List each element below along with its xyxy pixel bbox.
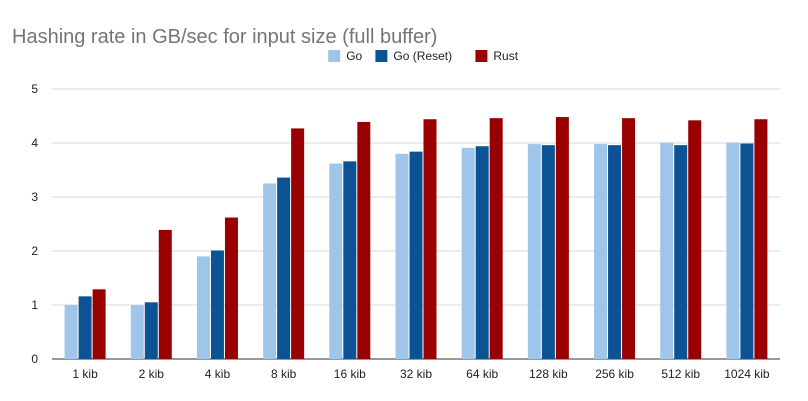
x-tick-label: 1 kib — [72, 367, 98, 381]
x-tick-label: 128 kib — [529, 367, 568, 381]
bar — [78, 296, 92, 359]
y-tick-label: 0 — [31, 352, 38, 366]
bar — [395, 153, 409, 359]
bar — [64, 305, 78, 359]
x-tick-label: 32 kib — [400, 367, 432, 381]
x-tick-label: 256 kib — [595, 367, 634, 381]
chart-title: Hashing rate in GB/sec for input size (f… — [12, 26, 438, 48]
bar — [409, 151, 423, 359]
bar — [594, 144, 608, 359]
x-tick-label: 8 kib — [271, 367, 297, 381]
bar — [130, 305, 144, 359]
bar — [541, 145, 555, 359]
bar — [688, 120, 702, 359]
bar — [622, 118, 636, 359]
bar — [210, 250, 224, 359]
bar — [740, 143, 754, 359]
bar — [224, 217, 238, 359]
x-tick-label: 16 kib — [334, 367, 366, 381]
y-tick-label: 1 — [31, 298, 38, 312]
x-tick-label: 4 kib — [205, 367, 231, 381]
bar — [158, 229, 172, 359]
bar — [674, 145, 688, 359]
bar — [277, 177, 291, 359]
bar — [489, 118, 503, 359]
bar — [263, 183, 277, 359]
x-tick-label: 512 kib — [661, 367, 700, 381]
legend-label: Go — [346, 49, 362, 63]
legend-swatch — [328, 50, 341, 62]
bar — [461, 147, 475, 359]
bar — [423, 119, 437, 360]
legend-label: Go (Reset) — [393, 49, 452, 63]
y-tick-label: 4 — [31, 136, 38, 150]
bar — [144, 302, 158, 359]
legend-label: Rust — [493, 49, 518, 63]
bar — [291, 128, 305, 359]
bar — [527, 144, 541, 359]
y-tick-label: 2 — [31, 244, 38, 258]
bar — [343, 161, 357, 359]
x-tick-label: 64 kib — [466, 367, 498, 381]
x-tick-label: 1024 kib — [724, 367, 770, 381]
bar — [475, 146, 489, 359]
bar — [754, 119, 768, 360]
bar — [92, 289, 106, 359]
y-tick-label: 3 — [31, 190, 38, 204]
bar — [196, 256, 210, 359]
bar — [660, 142, 674, 359]
bar — [329, 163, 343, 359]
x-tick-label: 2 kib — [139, 367, 165, 381]
bar — [357, 121, 371, 359]
bar — [608, 145, 622, 359]
legend-swatch — [375, 50, 388, 62]
bar — [726, 142, 740, 359]
bar — [555, 117, 569, 359]
legend-swatch — [475, 50, 488, 62]
y-tick-label: 5 — [31, 82, 38, 96]
